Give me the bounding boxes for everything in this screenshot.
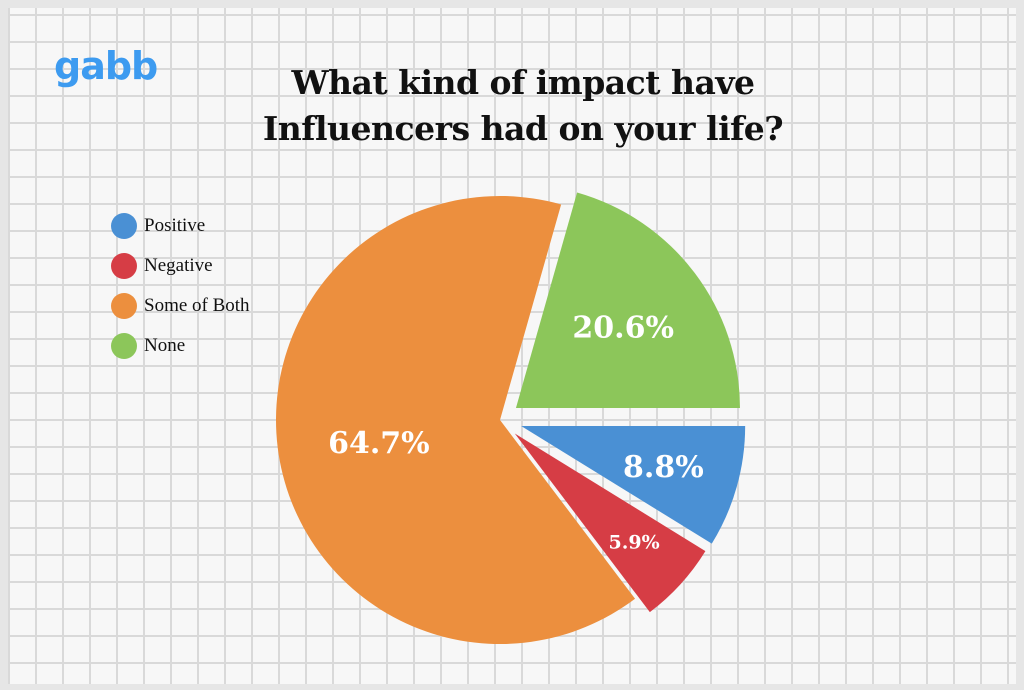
data-label: 5.9% xyxy=(609,532,660,554)
legend-swatch xyxy=(111,333,137,359)
chart-title: What kind of impact have Influencers had… xyxy=(262,63,784,148)
legend-swatch xyxy=(111,213,137,239)
data-label: 8.8% xyxy=(623,450,704,485)
legend-swatch xyxy=(111,253,137,279)
pie-slice-positive xyxy=(521,426,746,544)
legend-label: None xyxy=(144,335,186,356)
data-label: 64.7% xyxy=(328,426,430,461)
pie-slice-none xyxy=(515,192,740,408)
gabb-logo: gabb xyxy=(54,44,158,88)
legend-item: None xyxy=(111,326,250,366)
legend-label: Negative xyxy=(144,255,213,276)
legend-item: Some of Both xyxy=(111,286,250,326)
data-label: 20.6% xyxy=(572,310,674,345)
pie-slice-negative xyxy=(514,433,706,613)
legend-item: Negative xyxy=(111,246,250,286)
legend-item: Positive xyxy=(111,206,250,246)
legend-label: Some of Both xyxy=(144,295,250,316)
pie-slice-some-of-both xyxy=(276,195,636,644)
legend-swatch xyxy=(111,293,137,319)
legend-label: Positive xyxy=(144,215,206,236)
legend: Positive Negative Some of Both None xyxy=(111,206,250,366)
